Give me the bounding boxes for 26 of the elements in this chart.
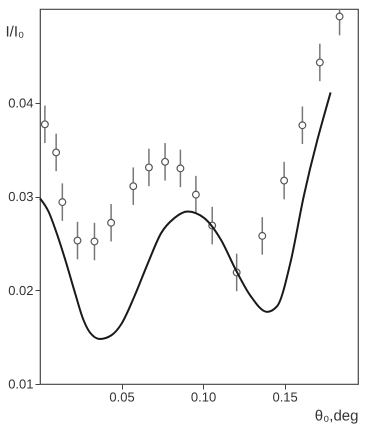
point [336,12,344,20]
y-axis-title: I/I₀ [6,24,24,40]
point [107,218,116,227]
line-series [39,91,332,340]
point [90,238,98,246]
y-tick-label: 0.02 [8,282,34,298]
y-tick-label: 0.03 [8,189,34,204]
point [176,164,184,172]
point [144,163,153,172]
x-tick-label: 0.10 [190,390,216,404]
point [74,236,82,245]
point [258,232,266,240]
point [280,176,288,185]
point [192,190,200,199]
point [40,120,49,128]
point [161,158,170,166]
y-tick-label: 0.04 [8,95,34,110]
point [129,182,138,190]
x-axis-title: θ₀,deg [314,408,358,424]
point [298,121,306,130]
point [58,198,66,206]
y-tick-label: 0.01 [8,376,34,392]
x-tick-label: 0.15 [272,390,298,404]
x-tick-label: 0.05 [109,390,135,404]
point [52,148,60,156]
point [316,58,324,66]
